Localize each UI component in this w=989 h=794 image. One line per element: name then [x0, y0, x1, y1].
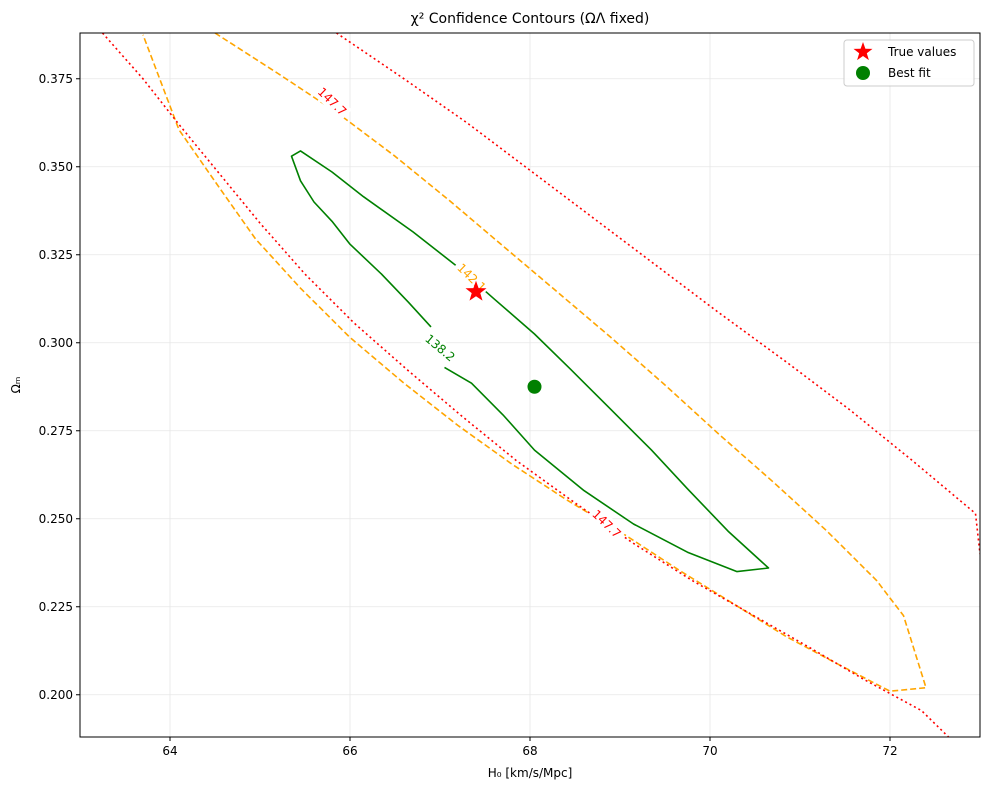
x-tick-label: 66 — [342, 744, 357, 758]
legend-true-values-icon — [853, 42, 873, 61]
true-values-marker — [465, 280, 487, 301]
x-tick-label: 70 — [702, 744, 717, 758]
contour-138.2-line — [290, 150, 770, 573]
y-tick-label: 0.375 — [39, 72, 73, 86]
chart-title: χ² Confidence Contours (ΩΛ fixed) — [411, 11, 650, 27]
y-tick-label: 0.300 — [39, 336, 73, 350]
legend-label: Best fit — [888, 66, 931, 80]
y-tick-label: 0.225 — [39, 600, 73, 614]
y-tick-label: 0.325 — [39, 248, 73, 262]
axis-ticks: 64 66 68 70 72 0.200 0.225 0.250 0.275 0.300 0.325… — [39, 72, 898, 758]
legend-best-fit-icon — [856, 66, 870, 80]
x-tick-label: 64 — [162, 744, 177, 758]
y-tick-label: 0.275 — [39, 424, 73, 438]
contour-lines — [101, 33, 980, 737]
y-tick-label: 0.200 — [39, 688, 73, 702]
x-tick-label: 72 — [882, 744, 897, 758]
y-tick-label: 0.250 — [39, 512, 73, 526]
y-axis-label: Ωₘ — [9, 377, 23, 394]
markers — [465, 280, 542, 394]
legend-box — [843, 39, 975, 87]
grid — [80, 33, 980, 737]
contour-147.7-line — [336, 33, 980, 555]
best-fit-marker — [527, 379, 542, 394]
x-tick-label: 68 — [522, 744, 537, 758]
x-axis-label: H₀ [km/s/Mpc] — [488, 766, 573, 780]
legend-label: True values — [887, 45, 956, 59]
y-tick-label: 0.350 — [39, 160, 73, 174]
legend: True values Best fit — [843, 39, 975, 87]
